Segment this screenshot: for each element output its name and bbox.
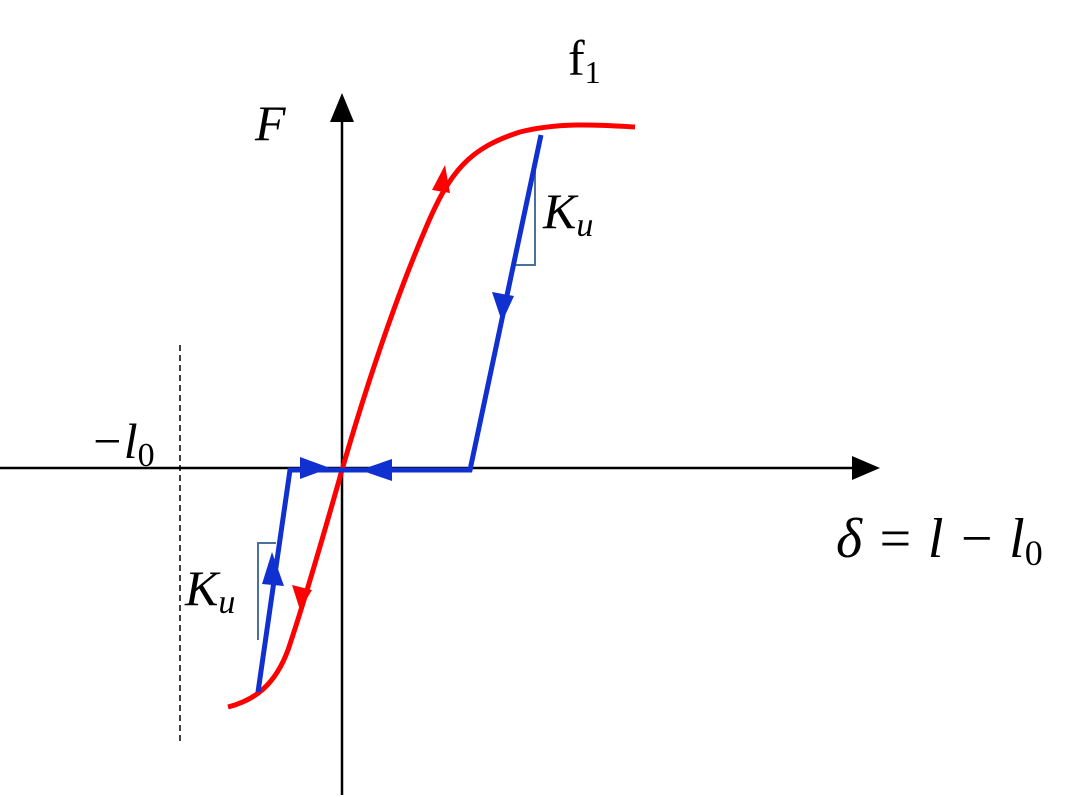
offset-label: −l0 <box>90 413 155 474</box>
curve-label-main: f <box>568 30 585 86</box>
curve-label: f1 <box>568 30 601 90</box>
blue-arrow-right <box>300 457 330 479</box>
stiffness-triangle <box>515 170 536 266</box>
x-axis-main: δ = l − l <box>836 508 1025 570</box>
blue-reload <box>255 467 342 693</box>
stiffness-sub: u <box>576 207 593 244</box>
red-arrow-up <box>432 165 450 193</box>
stiffness-main: K <box>542 183 579 239</box>
offset-sub: 0 <box>138 437 155 474</box>
stiffness-sub: u <box>218 584 235 621</box>
stiffness-triangle <box>257 542 276 640</box>
blue-arrow-down <box>492 292 514 322</box>
red-arrow-down <box>292 585 312 610</box>
curve-label-sub: 1 <box>585 54 601 90</box>
blue-arrow-up <box>262 552 284 586</box>
y-axis-label: F <box>254 95 286 151</box>
y-axis-arrow <box>330 93 354 122</box>
red-curve <box>227 122 636 710</box>
x-axis-arrow <box>852 456 880 480</box>
stiffness-label-lower: Ku <box>184 560 235 621</box>
blue-arrow-left <box>360 459 392 481</box>
stiffness-main: K <box>184 560 221 616</box>
x-axis-label: δ = l − l0 <box>836 508 1043 573</box>
offset-main: −l <box>90 413 138 469</box>
x-axis-sub: 0 <box>1025 533 1043 573</box>
stiffness-label-upper: Ku <box>542 183 593 244</box>
